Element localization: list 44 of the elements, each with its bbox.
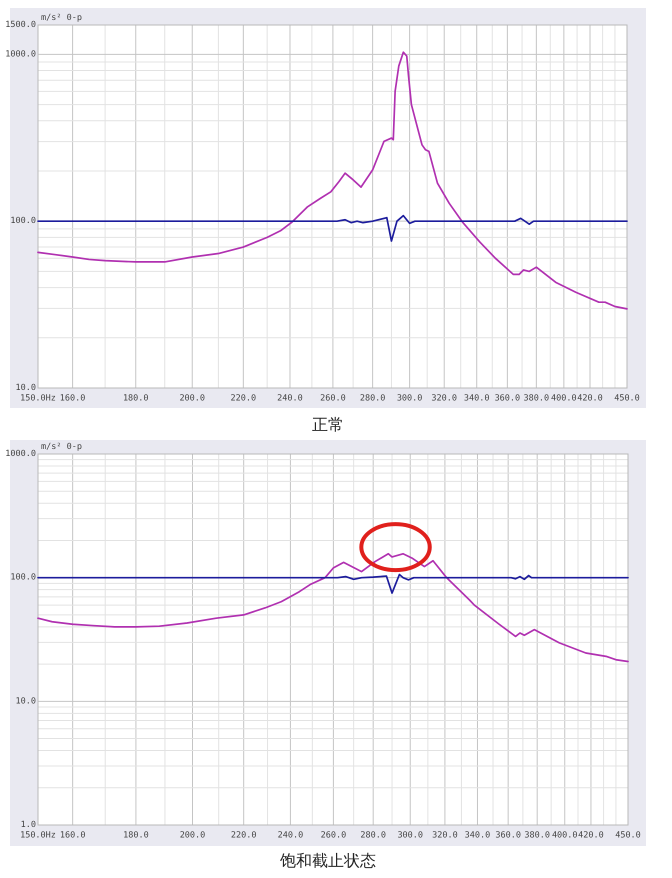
x-tick-label: 180.0 — [122, 394, 149, 404]
x-tick-label: 200.0 — [179, 394, 206, 404]
x-tick-label: 320.0 — [432, 830, 458, 841]
y-tick-label: 1000.0 — [5, 49, 36, 60]
x-tick-label: 160.0 — [60, 830, 86, 841]
x-tick-label: 450.0 — [615, 830, 641, 841]
x-tick-label: 150.0Hz — [20, 830, 56, 841]
x-tick-label: 360.0 — [494, 394, 520, 404]
y-tick-label: 100.0 — [10, 216, 36, 226]
x-tick-label: 180.0 — [123, 830, 149, 841]
x-tick-label: 420.0 — [577, 394, 603, 404]
text: 正常 — [312, 415, 344, 434]
x-tick-label: 200.0 — [180, 830, 206, 841]
text: 饱和截止状态 — [279, 851, 376, 870]
y-tick-label: 10.0 — [16, 696, 36, 706]
x-tick-label: 360.0 — [495, 830, 521, 841]
x-tick-label: 380.0 — [524, 394, 550, 404]
x-tick-label: 220.0 — [230, 394, 256, 404]
x-tick-label: 400.0 — [551, 394, 577, 404]
y-tick-label: 100.0 — [10, 572, 36, 583]
x-tick-label: 300.0 — [397, 830, 424, 841]
x-tick-label: 240.0 — [277, 394, 303, 404]
y-axis-title: m/s² 0-p — [41, 442, 82, 452]
x-tick-label: 450.0 — [614, 394, 640, 404]
x-tick-label: 150.0Hz — [20, 394, 56, 404]
x-tick-label: 340.0 — [464, 394, 490, 404]
x-tick-label: 240.0 — [278, 830, 304, 841]
x-tick-label: 420.0 — [578, 830, 604, 841]
x-tick-label: 280.0 — [360, 830, 386, 841]
x-tick-label: 320.0 — [431, 394, 458, 404]
x-tick-label: 260.0 — [320, 394, 346, 404]
x-tick-label: 220.0 — [230, 830, 256, 841]
x-tick-label: 380.0 — [524, 830, 550, 841]
x-tick-label: 300.0 — [396, 394, 422, 404]
x-tick-label: 160.0 — [60, 394, 86, 404]
y-tick-label: 1.0 — [20, 820, 36, 830]
y-tick-label: 1500.0 — [5, 20, 36, 30]
x-tick-label: 340.0 — [464, 830, 490, 841]
y-tick-label: 10.0 — [16, 383, 36, 393]
x-tick-label: 280.0 — [360, 394, 386, 404]
y-axis-title: m/s² 0-p — [41, 13, 82, 23]
x-tick-label: 260.0 — [320, 830, 346, 841]
x-tick-label: 400.0 — [552, 830, 578, 841]
y-tick-label: 1000.0 — [5, 449, 36, 459]
